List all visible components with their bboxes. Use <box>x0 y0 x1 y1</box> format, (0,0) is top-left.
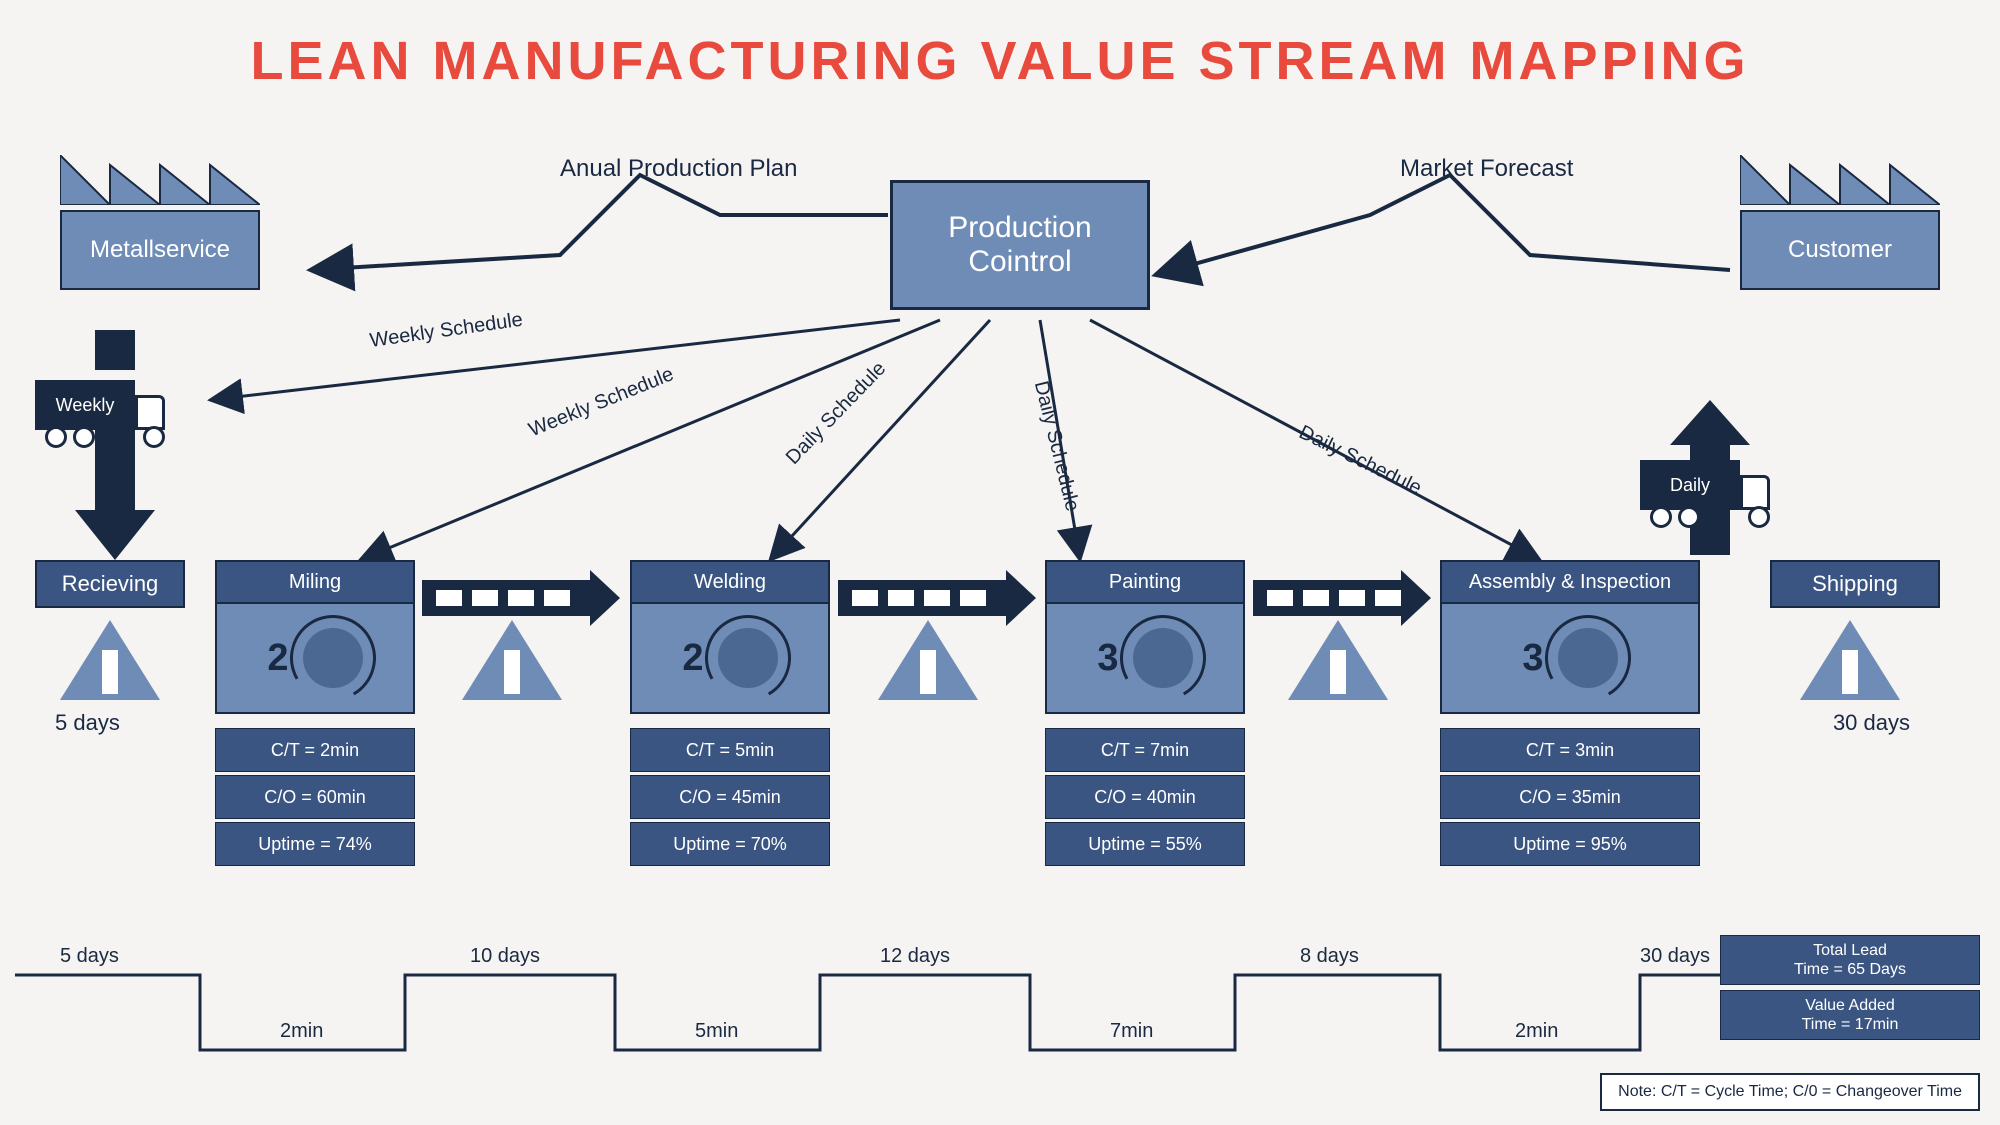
timeline-value-2: 7min <box>1110 1020 1153 1043</box>
push-arrow-2 <box>1253 580 1403 616</box>
timeline-wait-2: 12 days <box>880 945 950 968</box>
timeline-value-3: 2min <box>1515 1020 1558 1043</box>
total-lead-time: Total Lead Time = 65 Days <box>1720 935 1980 985</box>
process-uptime: Uptime = 55% <box>1045 822 1245 866</box>
process-co: C/O = 60min <box>215 775 415 819</box>
info-flow-customer-label: Market Forecast <box>1400 155 1573 183</box>
timeline-wait-0: 5 days <box>60 945 119 968</box>
process-co: C/O = 35min <box>1440 775 1700 819</box>
timeline-value-0: 2min <box>280 1020 323 1043</box>
process-ct: C/T = 5min <box>630 728 830 772</box>
process-name: Painting <box>1045 560 1245 604</box>
process-name: Assembly & Inspection <box>1440 560 1700 604</box>
process-name: Miling <box>215 560 415 604</box>
timeline-wait-1: 10 days <box>470 945 540 968</box>
process-operators: 2 <box>267 637 288 680</box>
schedule-label-3: Daily Schedule <box>1029 379 1084 514</box>
inventory-days-receiving: 5 days <box>55 710 120 736</box>
push-arrow-1 <box>838 580 1008 616</box>
process-3: Assembly & Inspection 3 C/T = 3min C/O =… <box>1440 560 1700 869</box>
total-value-added: Value Added Time = 17min <box>1720 990 1980 1040</box>
push-arrow-0 <box>422 580 592 616</box>
inventory-triangle-0 <box>462 620 562 700</box>
supplier-factory: Metallservice <box>60 155 260 290</box>
inventory-triangle-receiving <box>60 620 160 700</box>
process-co: C/O = 40min <box>1045 775 1245 819</box>
inventory-days-shipping: 30 days <box>1833 710 1910 736</box>
process-co: C/O = 45min <box>630 775 830 819</box>
process-operators: 3 <box>1097 637 1118 680</box>
process-2: Painting 3 C/T = 7min C/O = 40min Uptime… <box>1045 560 1245 869</box>
inventory-triangle-2 <box>1288 620 1388 700</box>
shipping-box: Shipping <box>1770 560 1940 608</box>
schedule-label-2: Daily Schedule <box>782 358 891 470</box>
info-flow-supplier-label: Anual Production Plan <box>560 155 798 183</box>
page-title: LEAN MANUFACTURING VALUE STREAM MAPPING <box>0 30 2000 92</box>
process-operators: 3 <box>1522 637 1543 680</box>
supplier-name: Metallservice <box>60 210 260 290</box>
customer-factory: Customer <box>1740 155 1940 290</box>
schedule-label-0: Weekly Schedule <box>368 309 524 353</box>
production-control-label: Production Cointrol <box>948 211 1091 279</box>
receiving-box: Recieving <box>35 560 185 608</box>
schedule-label-4: Daily Schedule <box>1295 421 1425 500</box>
inventory-triangle-shipping <box>1800 620 1900 700</box>
legend-note: Note: C/T = Cycle Time; C/0 = Changeover… <box>1600 1073 1980 1111</box>
process-uptime: Uptime = 70% <box>630 822 830 866</box>
production-control-box: Production Cointrol <box>890 180 1150 310</box>
process-0: Miling 2 C/T = 2min C/O = 60min Uptime =… <box>215 560 415 869</box>
process-ct: C/T = 2min <box>215 728 415 772</box>
process-ct: C/T = 3min <box>1440 728 1700 772</box>
process-uptime: Uptime = 74% <box>215 822 415 866</box>
factory-roof-icon <box>1740 155 1940 205</box>
timeline-value-1: 5min <box>695 1020 738 1043</box>
customer-truck-icon: Daily <box>1640 450 1800 530</box>
supplier-truck-icon: Weekly <box>35 370 195 450</box>
dial-icon <box>718 628 778 688</box>
supplier-truck-label: Weekly <box>35 380 135 430</box>
customer-name: Customer <box>1740 210 1940 290</box>
dial-icon <box>303 628 363 688</box>
timeline-wait-3: 8 days <box>1300 945 1359 968</box>
process-1: Welding 2 C/T = 5min C/O = 45min Uptime … <box>630 560 830 869</box>
timeline-wait-4: 30 days <box>1640 945 1710 968</box>
process-uptime: Uptime = 95% <box>1440 822 1700 866</box>
process-operators: 2 <box>682 637 703 680</box>
schedule-label-1: Weekly Schedule <box>526 363 678 442</box>
dial-icon <box>1558 628 1618 688</box>
process-name: Welding <box>630 560 830 604</box>
process-ct: C/T = 7min <box>1045 728 1245 772</box>
inventory-triangle-1 <box>878 620 978 700</box>
dial-icon <box>1133 628 1193 688</box>
factory-roof-icon <box>60 155 260 205</box>
customer-truck-label: Daily <box>1640 460 1740 510</box>
